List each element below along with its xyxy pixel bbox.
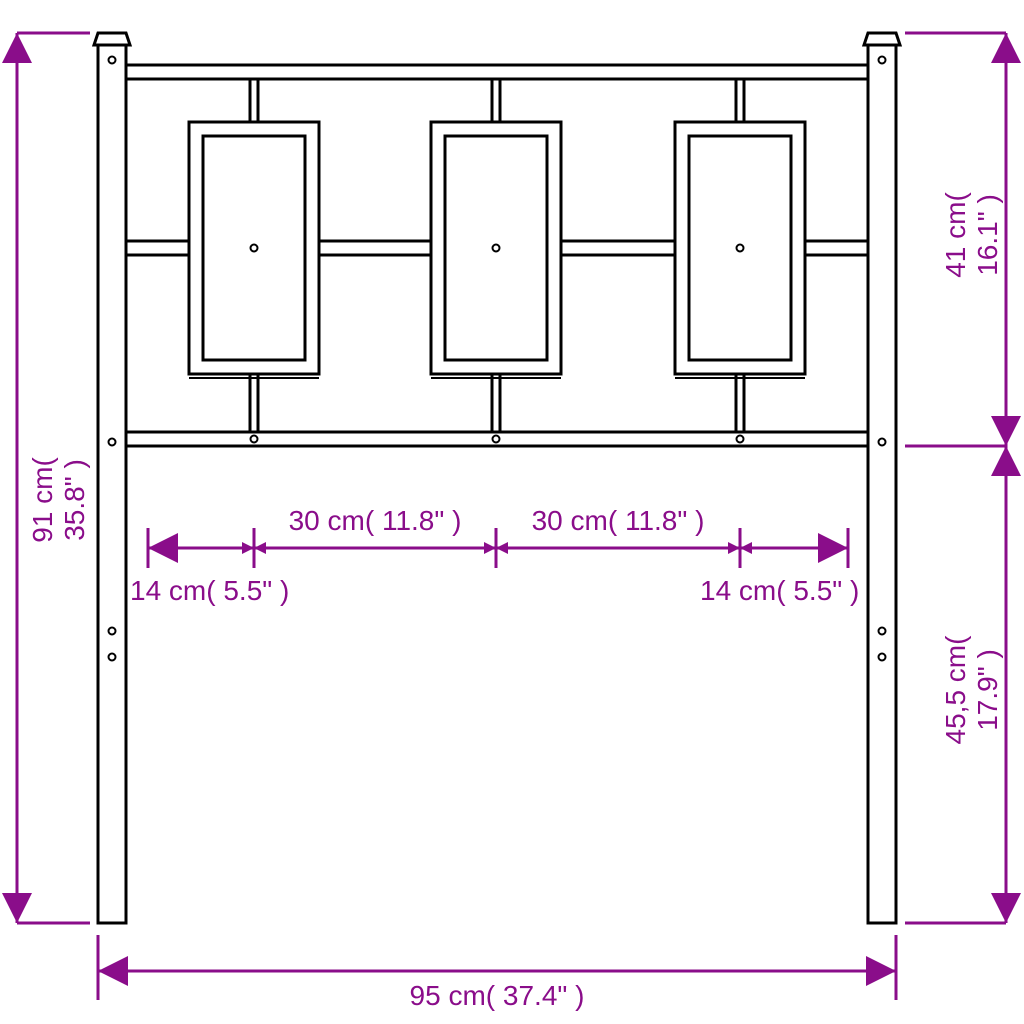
dim-label: 45,5 cm( (940, 635, 971, 745)
dim-label: 14 cm( 5.5" ) (700, 575, 859, 606)
panel-3 (675, 122, 805, 378)
product-outline (94, 33, 900, 923)
dim-height-upper: 41 cm( 16.1" ) (905, 33, 1006, 446)
dim-label: 16.1" ) (972, 194, 1003, 276)
panel-2 (431, 122, 561, 378)
dim-height-total: 91 cm( 35.8" ) (17, 33, 90, 923)
dim-label: 14 cm( 5.5" ) (130, 575, 289, 606)
dim-height-lower: 45,5 cm( 17.9" ) (905, 446, 1006, 923)
dim-width-total: 95 cm( 37.4" ) (98, 935, 896, 1011)
dim-inner-chain: 14 cm( 5.5" ) 14 cm( 5.5" ) 30 cm( 11.8"… (130, 505, 859, 606)
left-post (94, 33, 130, 923)
panel-1 (189, 122, 319, 378)
dim-label: 95 cm( 37.4" ) (410, 980, 585, 1011)
dim-label: 41 cm( (940, 192, 971, 278)
top-rail (126, 65, 868, 79)
technical-drawing: 91 cm( 35.8" ) 41 cm( 16.1" ) 45,5 cm( 1… (0, 0, 1024, 1024)
dim-label: 35.8" ) (59, 459, 90, 541)
bottom-rail (126, 432, 868, 446)
dim-label: 30 cm( 11.8" ) (289, 505, 462, 536)
dim-label: 30 cm( 11.8" ) (532, 505, 705, 536)
middle-rail (126, 241, 868, 255)
right-post (864, 33, 900, 923)
dim-label: 91 cm( (27, 457, 58, 543)
dim-label: 17.9" ) (972, 649, 1003, 731)
